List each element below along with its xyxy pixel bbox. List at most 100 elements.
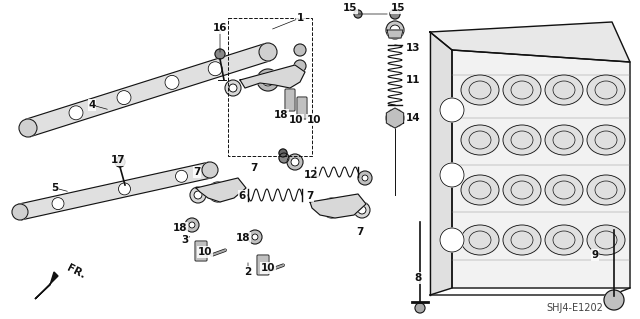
Text: 10: 10	[307, 115, 321, 125]
Circle shape	[252, 234, 258, 240]
Circle shape	[386, 109, 404, 127]
Polygon shape	[26, 43, 271, 137]
Text: 13: 13	[406, 43, 420, 53]
Circle shape	[225, 80, 241, 96]
Circle shape	[294, 44, 306, 56]
Circle shape	[165, 75, 179, 89]
Circle shape	[69, 106, 83, 120]
Text: 9: 9	[591, 250, 598, 260]
Circle shape	[327, 203, 337, 213]
Polygon shape	[430, 32, 452, 295]
FancyBboxPatch shape	[257, 255, 269, 275]
Circle shape	[386, 21, 404, 39]
Text: 7: 7	[307, 191, 314, 201]
Circle shape	[287, 154, 303, 170]
Ellipse shape	[587, 125, 625, 155]
Text: 14: 14	[406, 113, 420, 123]
Polygon shape	[310, 194, 366, 218]
Ellipse shape	[503, 75, 541, 105]
Circle shape	[117, 91, 131, 105]
Polygon shape	[35, 272, 58, 299]
Circle shape	[175, 170, 188, 182]
Circle shape	[358, 206, 366, 214]
Text: 1: 1	[296, 13, 303, 23]
Circle shape	[354, 202, 370, 218]
Text: 12: 12	[304, 170, 318, 180]
Circle shape	[19, 119, 37, 137]
Circle shape	[440, 163, 464, 187]
Circle shape	[294, 60, 306, 72]
Polygon shape	[387, 30, 403, 38]
Circle shape	[390, 113, 400, 123]
Text: FR.: FR.	[65, 263, 87, 281]
Ellipse shape	[503, 175, 541, 205]
Circle shape	[208, 182, 228, 202]
Ellipse shape	[545, 125, 583, 155]
FancyBboxPatch shape	[195, 241, 207, 261]
Circle shape	[279, 153, 289, 163]
Circle shape	[52, 197, 64, 210]
Text: 6: 6	[238, 191, 246, 201]
Text: 15: 15	[343, 3, 357, 13]
Circle shape	[390, 9, 400, 19]
Circle shape	[118, 183, 131, 195]
Circle shape	[604, 290, 624, 310]
Ellipse shape	[545, 175, 583, 205]
Text: 7: 7	[356, 227, 364, 237]
Text: 5: 5	[51, 183, 59, 193]
FancyBboxPatch shape	[297, 97, 307, 119]
Text: 7: 7	[193, 167, 201, 177]
Circle shape	[415, 303, 425, 313]
Text: 10: 10	[198, 247, 212, 257]
Ellipse shape	[587, 175, 625, 205]
Ellipse shape	[503, 225, 541, 255]
Polygon shape	[196, 178, 246, 202]
Polygon shape	[240, 65, 305, 88]
Circle shape	[115, 157, 125, 167]
Circle shape	[12, 204, 28, 220]
Text: SHJ4-E1202: SHJ4-E1202	[547, 303, 604, 313]
Ellipse shape	[461, 225, 499, 255]
Circle shape	[202, 162, 218, 178]
Circle shape	[279, 149, 287, 157]
Text: 3: 3	[181, 235, 189, 245]
Circle shape	[215, 49, 225, 59]
Circle shape	[185, 218, 199, 232]
Ellipse shape	[587, 75, 625, 105]
Polygon shape	[19, 162, 212, 220]
Circle shape	[194, 191, 202, 199]
Text: 8: 8	[414, 273, 422, 283]
Text: 16: 16	[212, 23, 227, 33]
Polygon shape	[430, 22, 630, 62]
Circle shape	[259, 43, 277, 61]
Ellipse shape	[545, 225, 583, 255]
Circle shape	[262, 74, 274, 86]
Circle shape	[354, 10, 362, 18]
Circle shape	[189, 222, 195, 228]
Text: 18: 18	[173, 223, 188, 233]
Circle shape	[358, 171, 372, 185]
Ellipse shape	[503, 125, 541, 155]
Circle shape	[390, 25, 400, 35]
Circle shape	[248, 230, 262, 244]
Text: 15: 15	[391, 3, 405, 13]
Ellipse shape	[545, 75, 583, 105]
FancyBboxPatch shape	[285, 89, 295, 111]
Ellipse shape	[461, 75, 499, 105]
Circle shape	[322, 198, 342, 218]
Text: 7: 7	[250, 163, 258, 173]
Polygon shape	[387, 108, 404, 128]
Polygon shape	[452, 50, 630, 288]
Circle shape	[362, 175, 368, 181]
Circle shape	[257, 69, 279, 91]
Circle shape	[190, 187, 206, 203]
Circle shape	[440, 228, 464, 252]
Circle shape	[208, 62, 222, 76]
Text: 17: 17	[111, 155, 125, 165]
Text: 2: 2	[244, 267, 252, 277]
Ellipse shape	[587, 225, 625, 255]
Text: 10: 10	[260, 263, 275, 273]
Circle shape	[440, 98, 464, 122]
Circle shape	[213, 187, 223, 197]
Text: 10: 10	[289, 115, 303, 125]
